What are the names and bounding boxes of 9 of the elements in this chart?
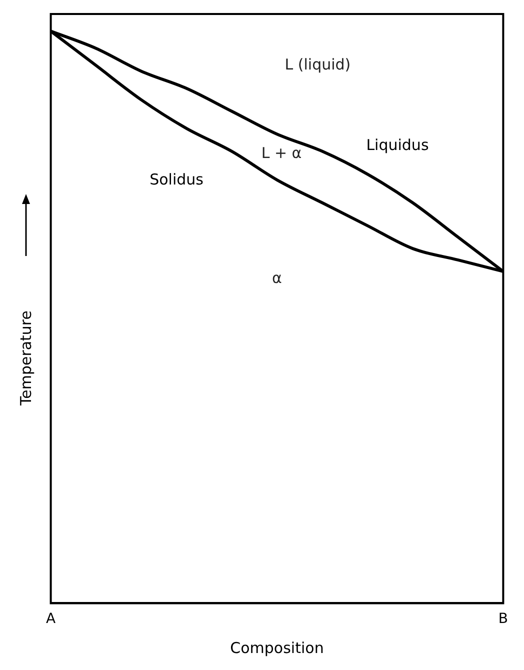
annotation: L (liquid)	[284, 56, 351, 74]
x-tick-label: B	[498, 611, 508, 628]
series-label: Solidus	[150, 170, 204, 188]
x-tick-label: A	[46, 611, 56, 628]
series-label: Liquidus	[366, 136, 429, 154]
x-axis-title: Composition	[230, 638, 324, 657]
annotation: L + α	[261, 144, 302, 162]
annotation: α	[272, 269, 282, 288]
y-axis-title: Temperature	[17, 310, 35, 406]
